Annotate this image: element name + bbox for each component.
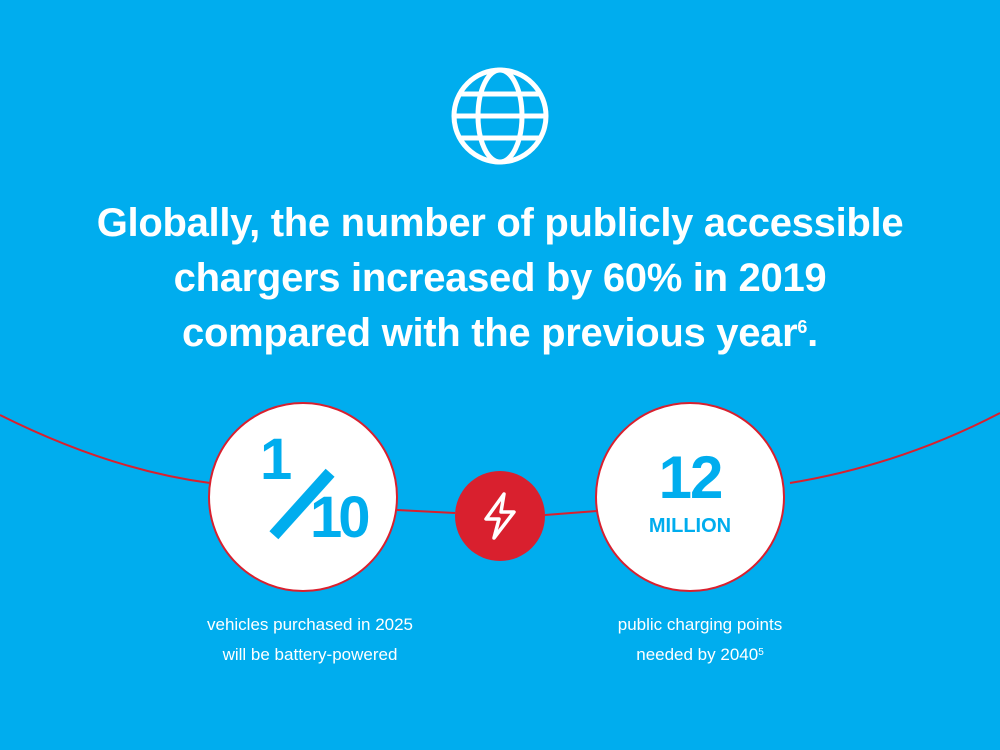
caption-left: vehicles purchased in 2025 will be batte… xyxy=(150,610,470,670)
caption-left-line-2: will be battery-powered xyxy=(222,645,398,664)
globe-icon xyxy=(451,67,549,165)
headline-line-3-text: compared with the previous year xyxy=(182,311,798,355)
caption-right-line-2-wrap: needed by 20405 xyxy=(540,640,860,670)
fraction: 1 10 xyxy=(210,404,400,594)
caption-right-line-2: needed by 2040 xyxy=(636,645,759,664)
caption-right-line-1: public charging points xyxy=(617,615,783,634)
headline-line-3: compared with the previous year6. xyxy=(0,306,1000,361)
stat-circle-million: 12 MILLION xyxy=(595,402,785,592)
lightning-badge xyxy=(455,471,545,561)
caption-right: public charging points needed by 20405 xyxy=(540,610,860,670)
headline-line-2: chargers increased by 60% in 2019 xyxy=(173,256,827,300)
stat-unit: MILLION xyxy=(648,515,732,537)
headline: Globally, the number of publicly accessi… xyxy=(0,196,1000,361)
headline-period: . xyxy=(807,311,818,355)
stat-circle-fraction: 1 10 xyxy=(208,402,398,592)
fraction-numerator: 1 xyxy=(260,427,292,492)
caption-left-line-1: vehicles purchased in 2025 xyxy=(206,615,414,634)
headline-footnote: 6 xyxy=(797,317,808,337)
lightning-bolt-icon xyxy=(484,492,516,540)
caption-footnote: 5 xyxy=(758,647,764,658)
fraction-denominator: 10 xyxy=(310,485,370,550)
headline-line-1: Globally, the number of publicly accessi… xyxy=(96,201,904,245)
stat-number: 12 xyxy=(658,444,724,511)
